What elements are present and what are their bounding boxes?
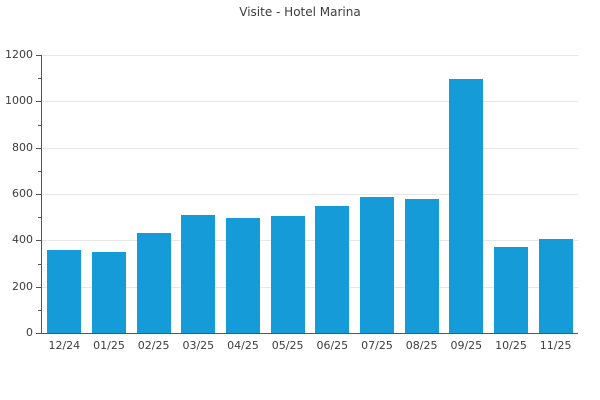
y-axis-major-tick — [36, 101, 41, 103]
y-axis-minor-tick — [38, 124, 41, 126]
bar-03/25 — [181, 214, 216, 333]
y-axis-tick-label: 800 — [12, 140, 33, 154]
bar-05/25 — [270, 216, 305, 333]
x-axis-tick-label: 11/25 — [539, 339, 572, 352]
x-axis-line — [41, 333, 578, 334]
bar-11/25 — [538, 239, 573, 333]
x-axis-tick-label: 07/25 — [361, 339, 393, 352]
chart-title: Visite - Hotel Marina — [239, 5, 361, 19]
y-axis-tick-label: 1000 — [5, 94, 33, 108]
y-axis-minor-tick — [38, 170, 41, 172]
x-axis-tick-label: 08/25 — [405, 339, 438, 352]
y-axis-major-tick — [36, 147, 41, 149]
x-axis-tick-label: 06/25 — [316, 339, 349, 352]
y-axis-major-tick — [36, 55, 41, 56]
y-axis-major-tick — [36, 194, 41, 195]
y-axis-minor-tick — [38, 78, 41, 80]
y-axis-line — [41, 55, 42, 333]
x-axis-tick-label: 01/25 — [93, 339, 125, 352]
y-axis-tick-label: 400 — [12, 233, 33, 247]
bar-10/25 — [494, 247, 528, 333]
y-axis-minor-tick — [38, 263, 41, 265]
y-gridline — [42, 286, 578, 288]
y-gridline — [42, 240, 578, 242]
x-axis-tick-label: 04/25 — [227, 339, 259, 352]
y-axis-tick-label: 0 — [26, 326, 33, 339]
bar-08/25 — [404, 198, 439, 333]
y-gridline — [42, 147, 578, 149]
x-axis-tick-label: 03/25 — [182, 339, 215, 352]
y-axis-major-tick — [36, 286, 41, 288]
x-axis-tick-label: 10/25 — [495, 339, 527, 352]
bar-09/25 — [449, 79, 484, 333]
y-gridline — [42, 55, 578, 56]
bar-07/25 — [360, 197, 394, 333]
y-axis-major-tick — [36, 333, 41, 334]
bar-06/25 — [315, 205, 350, 333]
y-axis-tick-label: 200 — [12, 279, 33, 293]
plot-area: 0 200 400 600 800 1000 1200 12/24 01/25 02/25 03/2… — [5, 49, 578, 352]
x-axis-tick-label: 02/25 — [137, 339, 170, 352]
x-axis-tick-label: 12/24 — [48, 339, 81, 352]
bar-02/25 — [136, 233, 171, 333]
y-axis-major-tick — [36, 240, 41, 242]
y-axis-tick-label: 600 — [12, 187, 33, 200]
x-axis-tick-label: 09/25 — [450, 339, 483, 352]
bar-01/25 — [92, 251, 126, 333]
bar-12/24 — [47, 249, 82, 333]
y-axis-tick-label: 1200 — [5, 48, 33, 61]
y-axis-minor-tick — [38, 217, 41, 219]
bar-04/25 — [226, 218, 260, 333]
y-axis-minor-tick — [38, 309, 41, 311]
y-gridline — [42, 194, 578, 195]
y-gridline — [42, 101, 578, 103]
x-axis-tick-label: 05/25 — [271, 339, 304, 352]
